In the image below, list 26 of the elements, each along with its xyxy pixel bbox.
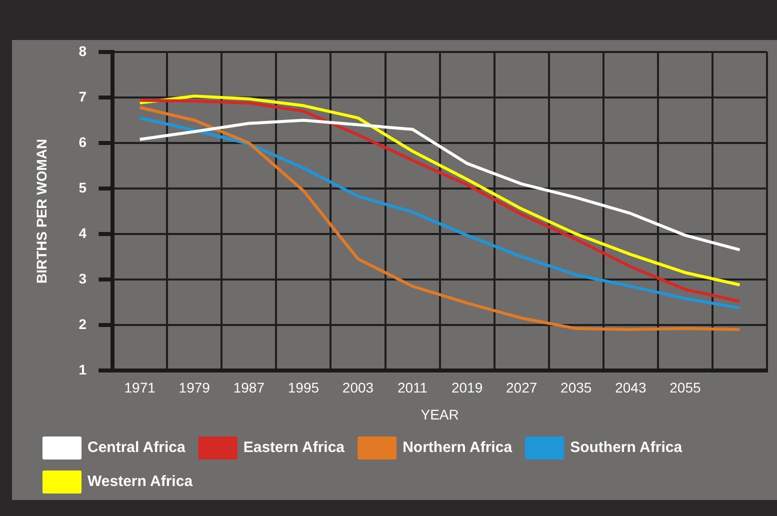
y-tick-label: 5 — [78, 179, 87, 196]
y-tick-label: 3 — [78, 270, 87, 286]
y-tick-label: 6 — [78, 134, 87, 150]
x-tick-label: 1995 — [288, 380, 320, 396]
x-tick-label: 2027 — [506, 380, 538, 396]
legend-label: Northern Africa — [402, 439, 513, 456]
y-tick-label: 4 — [78, 224, 87, 241]
y-axis-title: BIRTHS PER WOMAN — [33, 138, 50, 284]
x-tick-label: 2035 — [560, 380, 592, 396]
legend-label: Central Africa — [88, 439, 186, 456]
x-tick-label: 1979 — [178, 380, 210, 396]
x-axis-title: YEAR — [420, 406, 459, 422]
x-tick-label: 1971 — [124, 380, 156, 396]
x-tick-label: 2019 — [451, 380, 483, 396]
legend-label: Western Africa — [88, 473, 194, 490]
y-tick-label: 8 — [78, 42, 87, 59]
x-tick-label: 2011 — [397, 380, 428, 396]
y-tick-label: 1 — [78, 361, 87, 378]
y-tick-label: 2 — [78, 316, 87, 332]
x-tick-label: 2043 — [615, 380, 646, 396]
x-tick-label: 2003 — [342, 380, 374, 396]
y-tick-label: 7 — [78, 88, 87, 104]
x-tick-label: 2055 — [670, 380, 701, 396]
legend-label: Southern Africa — [570, 439, 683, 456]
legend-label: Eastern Africa — [243, 439, 346, 456]
x-tick-label: 1987 — [233, 380, 265, 396]
